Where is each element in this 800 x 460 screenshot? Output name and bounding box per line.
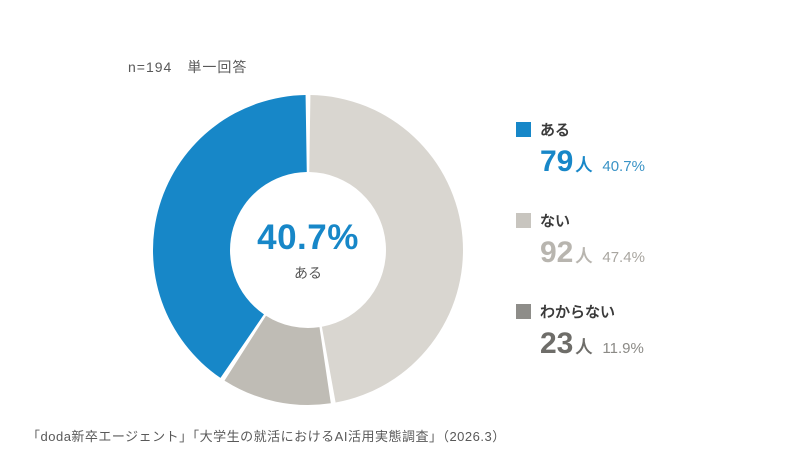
legend-swatch-icon [516,304,531,319]
legend-label: ある [540,122,571,139]
sample-size-note: n=194 単一回答 [128,59,248,75]
legend-item-wakaranai: わからない 23 人 11.9% [516,301,645,359]
legend-swatch-icon [516,213,531,228]
legend-head: わからない [516,301,645,322]
legend-head: ない [516,210,645,231]
legend-label: わからない [540,304,616,321]
legend-count: 92 [540,236,574,269]
legend-item-nai: ない 92 人 47.4% [516,210,645,268]
legend-value: 79 人 40.7% [516,147,645,177]
legend-item-aru: ある 79 人 40.7% [516,119,645,177]
donut-segment-ない [309,95,463,403]
donut-segment-ある [153,95,307,378]
legend-swatch-icon [516,122,531,137]
legend-unit: 人 [575,247,593,266]
legend-percent: 40.7% [602,158,645,175]
legend-percent: 11.9% [602,340,644,357]
legend-percent: 47.4% [602,249,645,266]
legend-head: ある [516,119,645,140]
legend-count: 79 [540,145,574,178]
legend-unit: 人 [575,156,593,175]
legend-label: ない [540,213,571,230]
source-caption: 「doda新卒エージェント」「大学生の就活におけるAI活用実態調査」（2026.… [27,429,506,444]
legend: ある 79 人 40.7% ない 92 人 47.4% わからない 23 人 1… [516,119,645,359]
donut-segment-わからない [224,315,331,405]
donut-svg [153,95,463,405]
donut-chart: 40.7% ある [150,92,466,408]
legend-value: 92 人 47.4% [516,238,645,268]
legend-count: 23 [540,327,574,360]
legend-value: 23 人 11.9% [516,329,645,359]
legend-unit: 人 [575,338,593,357]
